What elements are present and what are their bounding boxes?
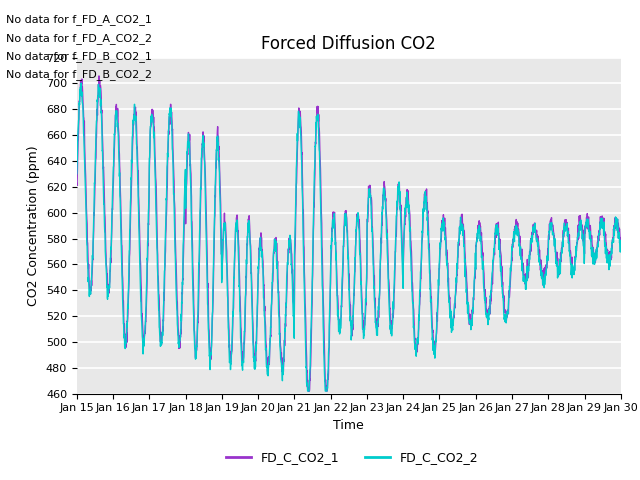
Text: No data for f_FD_A_CO2_1: No data for f_FD_A_CO2_1 bbox=[6, 14, 152, 25]
FD_C_CO2_1 bbox=[225, 323, 232, 328]
Text: No data for f_FD_B_CO2_2: No data for f_FD_B_CO2_2 bbox=[6, 69, 152, 80]
FD_C_CO2_2 bbox=[508, 263, 515, 269]
FD_C_CO2_1 bbox=[73, 180, 81, 186]
Text: No data for f_FD_B_CO2_1: No data for f_FD_B_CO2_1 bbox=[6, 51, 152, 62]
FD_C_CO2_2 bbox=[584, 218, 592, 224]
Title: Forced Diffusion CO2: Forced Diffusion CO2 bbox=[261, 35, 436, 53]
FD_C_CO2_1 bbox=[95, 73, 103, 79]
FD_C_CO2_2 bbox=[73, 171, 81, 177]
FD_C_CO2_1 bbox=[508, 263, 515, 268]
FD_C_CO2_1 bbox=[304, 388, 312, 394]
FD_C_CO2_2 bbox=[77, 80, 85, 86]
X-axis label: Time: Time bbox=[333, 419, 364, 432]
Line: FD_C_CO2_2: FD_C_CO2_2 bbox=[77, 83, 621, 391]
FD_C_CO2_1 bbox=[377, 255, 385, 261]
FD_C_CO2_1 bbox=[584, 218, 592, 224]
FD_C_CO2_2 bbox=[225, 335, 232, 341]
Legend: FD_C_CO2_1, FD_C_CO2_2: FD_C_CO2_1, FD_C_CO2_2 bbox=[221, 446, 483, 469]
FD_C_CO2_2 bbox=[570, 269, 577, 275]
Y-axis label: CO2 Concentration (ppm): CO2 Concentration (ppm) bbox=[28, 145, 40, 306]
Line: FD_C_CO2_1: FD_C_CO2_1 bbox=[77, 76, 621, 391]
Text: No data for f_FD_A_CO2_2: No data for f_FD_A_CO2_2 bbox=[6, 33, 152, 44]
FD_C_CO2_1 bbox=[365, 190, 372, 195]
FD_C_CO2_2 bbox=[377, 249, 385, 255]
FD_C_CO2_2 bbox=[304, 388, 312, 394]
FD_C_CO2_2 bbox=[617, 240, 625, 245]
FD_C_CO2_1 bbox=[570, 268, 577, 274]
FD_C_CO2_1 bbox=[617, 236, 625, 241]
FD_C_CO2_2 bbox=[365, 192, 372, 198]
